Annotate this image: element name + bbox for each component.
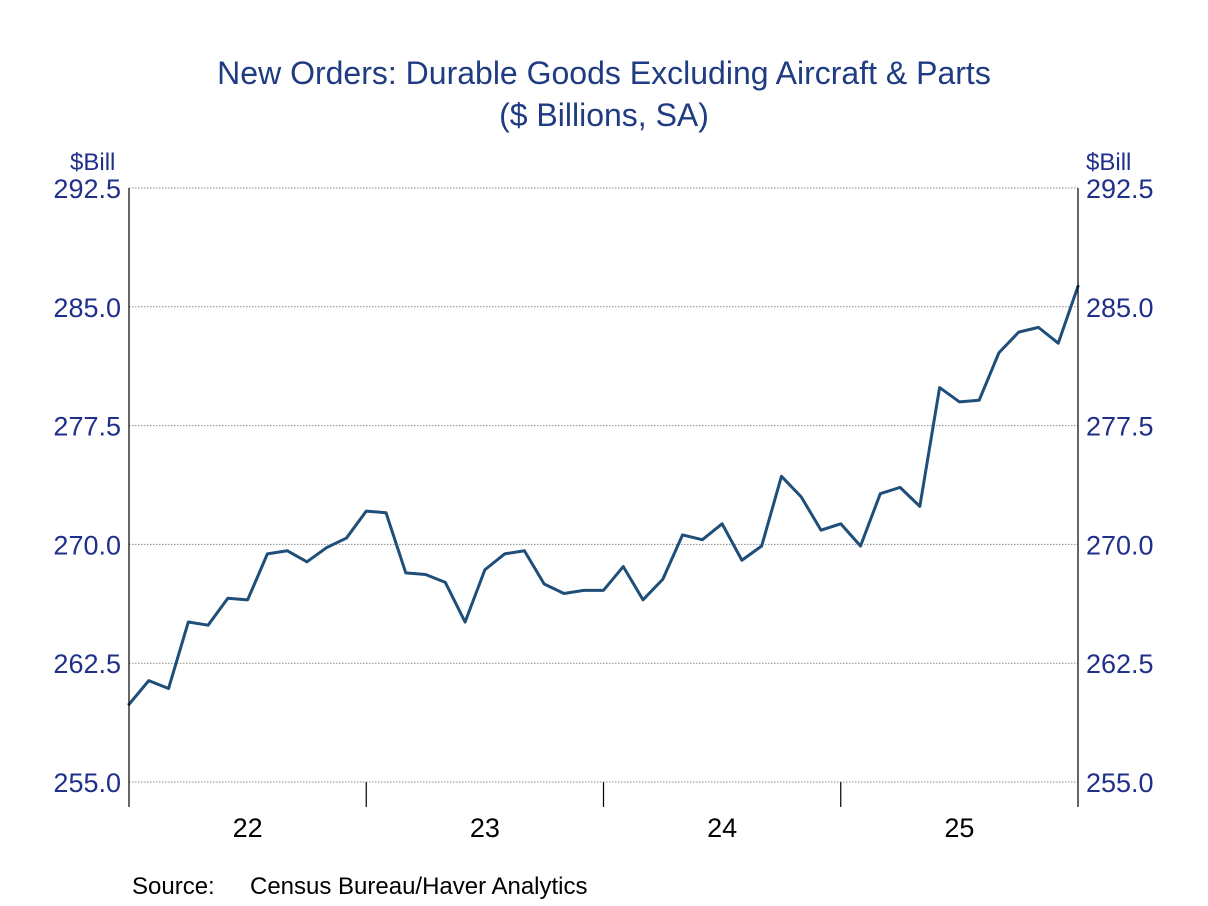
y-tick-label-right: 255.0 — [1086, 768, 1154, 798]
y-tick-label-left: 285.0 — [53, 293, 121, 323]
y-tick-label-right: 277.5 — [1086, 412, 1154, 442]
y-tick-label-right: 285.0 — [1086, 293, 1154, 323]
series-line — [127, 284, 1080, 706]
y-tick-label-left: 262.5 — [53, 649, 121, 679]
y-axis-right: 255.0 262.5 270.0 277.5 285.0 292.5 — [1086, 174, 1154, 798]
gridlines — [129, 187, 1078, 783]
y-tick-label-left: 277.5 — [53, 412, 121, 442]
x-axis: 22 23 24 25 — [128, 782, 1079, 843]
y-tick-label-left: 270.0 — [53, 530, 121, 560]
source-label: Source: — [132, 873, 215, 900]
y-tick-label-left: 255.0 — [53, 768, 121, 798]
y-tick-label-right: 262.5 — [1086, 649, 1154, 679]
y-axis-unit-left: $Bill — [70, 149, 115, 176]
x-tick-label: 23 — [470, 813, 500, 843]
x-tick-label: 24 — [707, 813, 737, 843]
y-axis-unit-right: $Bill — [1086, 149, 1131, 176]
y-tick-label-right: 270.0 — [1086, 530, 1154, 560]
y-axis-left: 255.0 262.5 270.0 277.5 285.0 292.5 — [53, 174, 121, 798]
x-tick-label: 22 — [233, 813, 263, 843]
y-tick-label-left: 292.5 — [53, 174, 121, 204]
source-text: Census Bureau/Haver Analytics — [250, 873, 588, 900]
x-tick-label: 25 — [944, 813, 974, 843]
chart-title: New Orders: Durable Goods Excluding Airc… — [217, 55, 991, 91]
y-tick-label-right: 292.5 — [1086, 174, 1154, 204]
chart-subtitle: ($ Billions, SA) — [499, 97, 709, 133]
